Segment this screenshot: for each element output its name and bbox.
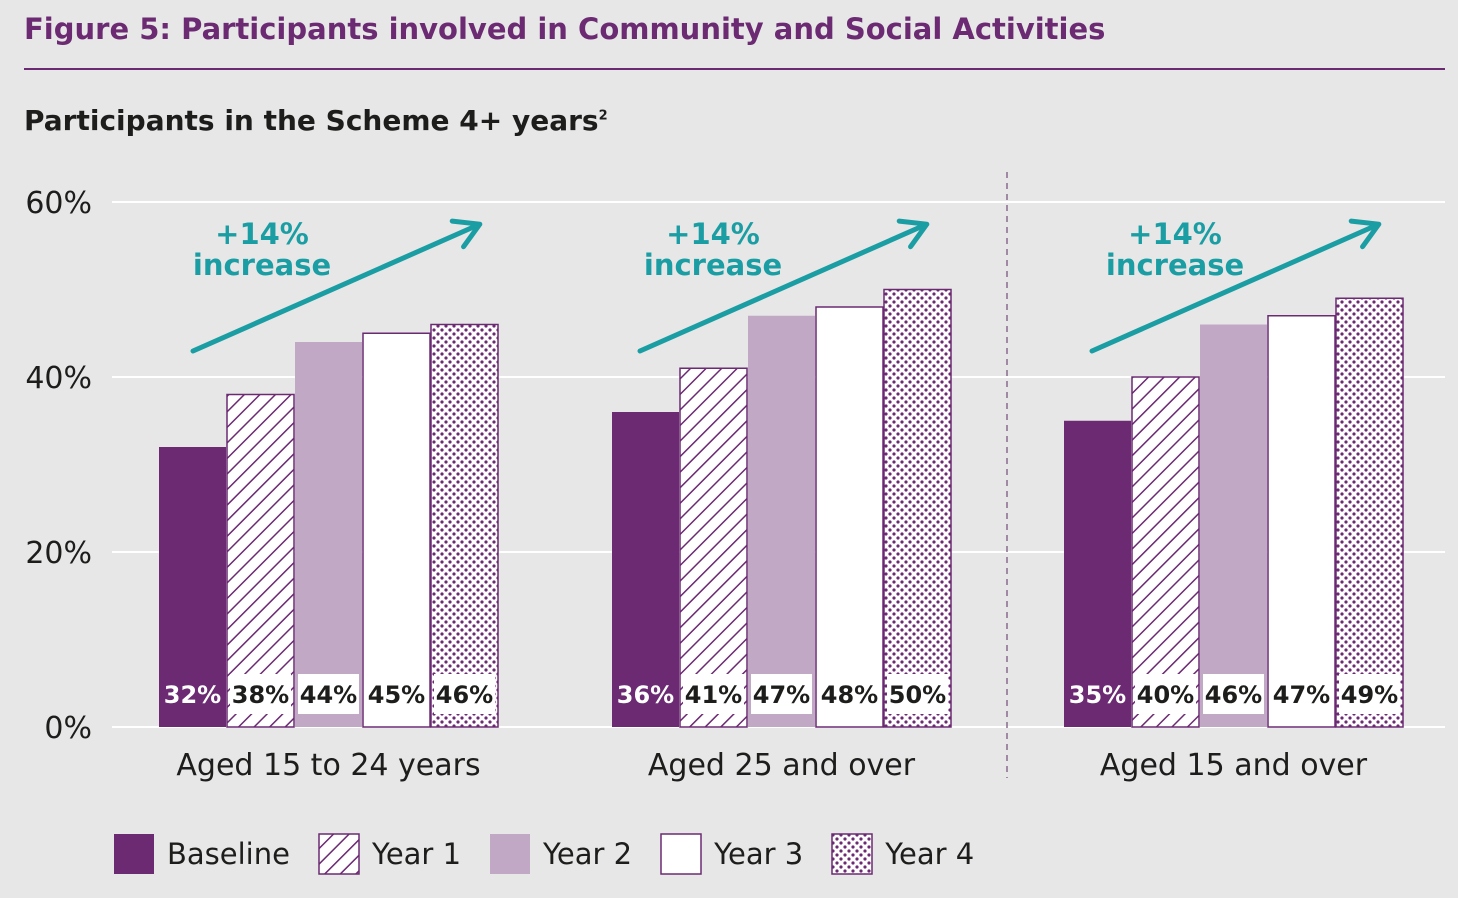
- bar-year-1: [226, 393, 295, 728]
- data-label: 47%: [753, 681, 810, 709]
- data-label-background: [1339, 674, 1400, 714]
- bar-year-3: [362, 332, 431, 728]
- x-category-label: Aged 25 and over: [648, 748, 916, 783]
- bar-year-3: [815, 306, 884, 728]
- title-rule: [24, 68, 1445, 70]
- data-label: 38%: [232, 681, 289, 709]
- data-label: 32%: [164, 681, 221, 709]
- bar-year-1: [1131, 376, 1200, 728]
- x-category-label: Aged 15 to 24 years: [176, 748, 480, 783]
- data-label-background: [1135, 674, 1196, 714]
- data-label-background: [751, 674, 812, 714]
- data-label-background: [1203, 674, 1264, 714]
- data-label: 46%: [436, 681, 493, 709]
- annotation-percent: +14%: [1128, 217, 1222, 251]
- legend: Baseline Year 1 Year 2 Year 3 Year 4: [113, 832, 1002, 876]
- legend-swatch: [831, 833, 873, 875]
- y-tick-label: 40%: [25, 361, 92, 396]
- legend-label: Year 4: [885, 837, 975, 871]
- data-label-background: [683, 674, 744, 714]
- chart-subtitle: Participants in the Scheme 4+ years2: [24, 104, 608, 137]
- bar-year-3: [1267, 315, 1336, 728]
- data-label: 44%: [300, 681, 357, 709]
- bar-year-4: [430, 323, 499, 728]
- data-label: 47%: [1273, 681, 1330, 709]
- data-label: 40%: [1137, 681, 1194, 709]
- legend-swatch: [114, 834, 154, 874]
- subtitle-footnote: 2: [598, 108, 608, 124]
- data-label-background: [819, 674, 880, 714]
- data-label: 36%: [617, 681, 674, 709]
- data-label: 41%: [685, 681, 742, 709]
- legend-label: Year 3: [714, 837, 804, 871]
- x-category-label: Aged 15 and over: [1100, 748, 1368, 783]
- legend-item: Year 3: [660, 833, 803, 875]
- subtitle-text: Participants in the Scheme 4+ years: [24, 104, 599, 137]
- legend-swatch: [660, 833, 702, 875]
- data-label-background: [230, 674, 291, 714]
- figure-title: Figure 5: Participants involved in Commu…: [24, 12, 1106, 46]
- annotation-word: increase: [193, 248, 331, 282]
- legend-label: Year 1: [371, 837, 462, 871]
- annotation-word: increase: [1106, 248, 1244, 282]
- data-label: 35%: [1069, 681, 1126, 709]
- legend-swatch: [490, 834, 531, 874]
- data-label: 50%: [889, 681, 946, 709]
- bars: [159, 288, 1404, 728]
- bar-year-4: [883, 288, 952, 728]
- legend-item: Year 4: [831, 833, 974, 875]
- legend-label: Year 2: [543, 837, 633, 871]
- legend-item: Year 2: [489, 833, 632, 875]
- data-labels: 32% 36% 35% 38% 41% 40% 44% 47% 46% 45% 48% 47% 46% 5…: [164, 674, 1400, 714]
- data-label-background: [434, 674, 495, 714]
- data-label-background: [887, 674, 948, 714]
- annotation-percent: +14%: [215, 217, 309, 251]
- data-label: 49%: [1341, 681, 1398, 709]
- data-label-background: [298, 674, 359, 714]
- bar-year-2: [295, 342, 362, 727]
- legend-item: Baseline: [113, 833, 290, 875]
- y-tick-label: 0%: [44, 711, 92, 746]
- y-tick-label: 20%: [25, 536, 92, 571]
- bar-year-4: [1335, 297, 1404, 728]
- data-label: 48%: [821, 681, 878, 709]
- annotation-word: increase: [644, 248, 782, 282]
- trend-arrow-icon: [190, 218, 483, 354]
- bar-baseline: [159, 447, 226, 727]
- data-label-background: [366, 674, 427, 714]
- trend-arrow-icon: [637, 218, 930, 354]
- legend-label: Baseline: [167, 837, 290, 871]
- trend-arrow-icon: [1089, 218, 1382, 354]
- bar-year-2: [1200, 324, 1267, 727]
- y-tick-label: 60%: [25, 186, 92, 221]
- annotation-percent: +14%: [666, 217, 760, 251]
- bar-year-2: [748, 315, 815, 727]
- data-label: 45%: [368, 681, 425, 709]
- axes: 0% 20% 40% 60% Aged 15 to 24 years Aged 25 an…: [25, 172, 1368, 783]
- bar-baseline: [1064, 420, 1131, 727]
- data-label-background: [1271, 674, 1332, 714]
- data-label: 46%: [1205, 681, 1262, 709]
- bar-year-1: [679, 367, 748, 728]
- legend-item: Year 1: [318, 833, 461, 875]
- bar-baseline: [612, 412, 679, 727]
- legend-swatch: [318, 833, 360, 875]
- annotations: +14%increase+14%increase+14%increase: [190, 217, 1382, 354]
